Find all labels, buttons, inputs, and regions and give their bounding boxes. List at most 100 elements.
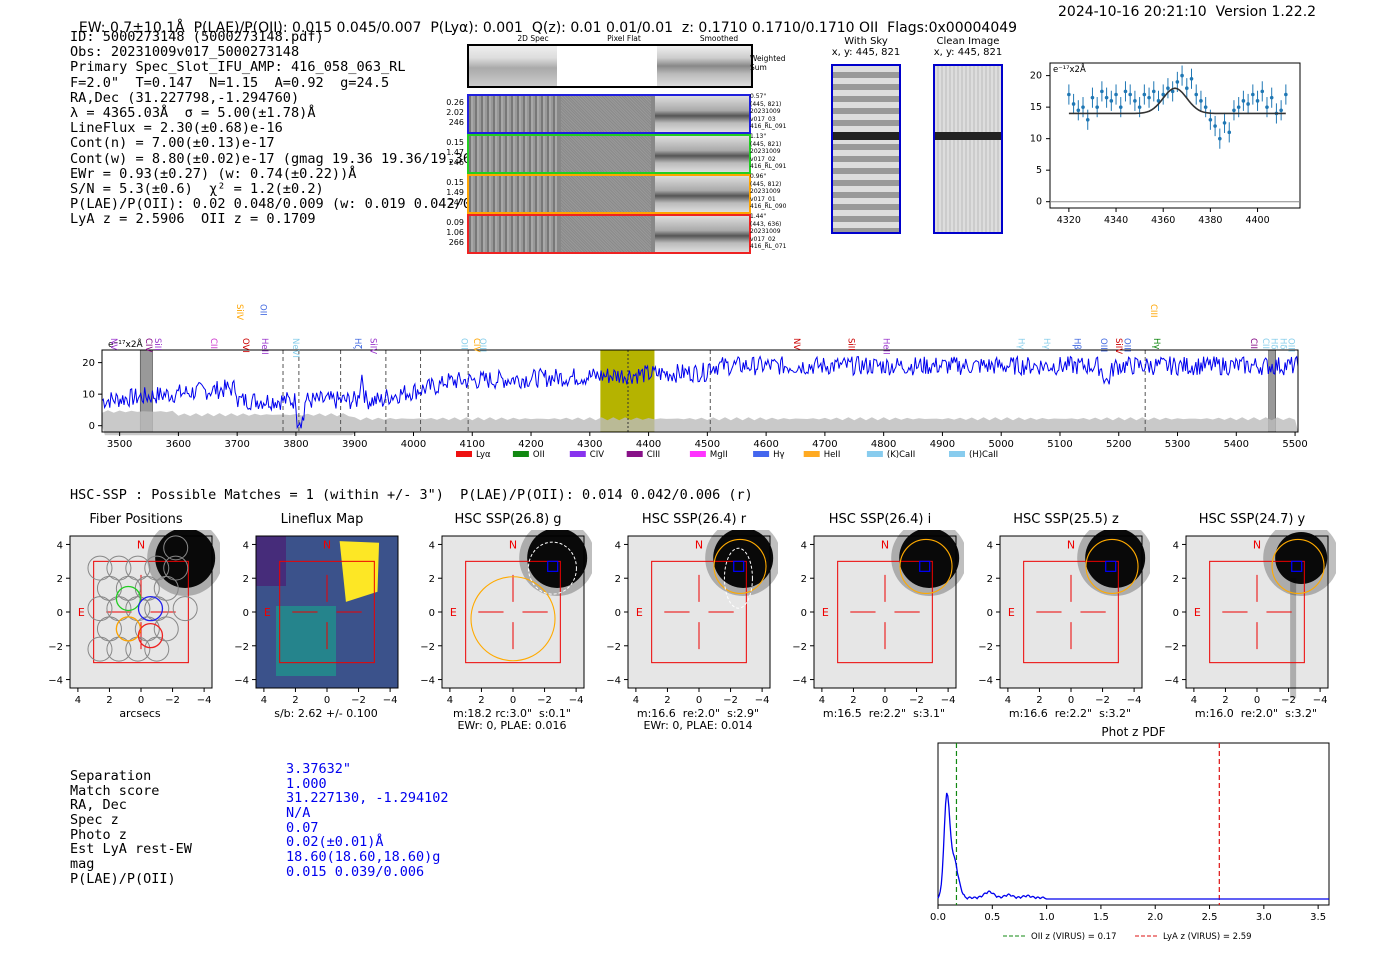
spectrum-xtick-label: 4400: [636, 439, 661, 450]
panel-ytick-label: −4: [606, 676, 621, 687]
legend-swatch: [866, 451, 883, 457]
panel-xtick-label: −4: [569, 695, 584, 706]
panel-footer-line: arcsecs: [119, 707, 161, 720]
spectrum-line-label: CII: [1248, 338, 1258, 349]
spectrum-line-label: Hγ: [1015, 338, 1025, 349]
fiber-highlight: [137, 595, 164, 622]
match-box: [1291, 560, 1303, 572]
aperture-box: [651, 560, 747, 664]
spectrum-ytick-label: 0: [89, 421, 95, 432]
fiber-circle: [87, 596, 113, 622]
panel-title: HSC SSP(25.5) z: [1013, 512, 1119, 527]
zoom-point: [1265, 105, 1269, 109]
cutout-image: [657, 46, 751, 86]
east-marker: E: [1008, 606, 1015, 619]
match-box: [919, 560, 931, 572]
east-marker: E: [450, 606, 457, 619]
legend-swatch: [456, 451, 472, 457]
cutout-2d-spec: [469, 176, 557, 212]
match-value: 0.07: [286, 819, 319, 836]
info-line: Primary Spec_Slot_IFU_AMP: 416_058_063_R…: [70, 59, 406, 76]
spectrum-xtick-label: 3700: [224, 439, 249, 450]
match-value: 18.60(18.60,18.60)g: [286, 849, 441, 866]
sky-panels: With Sky x, y: 445, 821 Clean Image x, y: 4…: [826, 36, 1006, 241]
zoom-point: [1076, 108, 1081, 113]
spectrum-xtick-label: 5100: [1047, 439, 1072, 450]
zoom-point: [1090, 95, 1095, 100]
cutout-row-meta: 416_RL_091: [750, 123, 787, 131]
sky-panel-coords: x, y: 445, 821: [831, 47, 901, 58]
panel-ytick-label: 4: [1173, 540, 1179, 551]
fiber-circle: [153, 616, 179, 642]
panel-ytick-label: 2: [429, 574, 435, 585]
cutout-row-value: 246: [448, 158, 464, 167]
zoom-point: [1118, 105, 1123, 109]
cutout-row-value: 247: [448, 198, 464, 207]
bright-source: [713, 530, 774, 588]
bright-source-halo: [891, 530, 964, 596]
spectrum-ylabel: e⁻¹⁷x2Å: [108, 338, 144, 350]
spectrum-line-label: CII: [1260, 338, 1270, 349]
zoom-point: [1137, 105, 1142, 109]
aperture-box: [465, 560, 561, 664]
info-line: ID: 5000273148 (5000273148.pdf): [70, 29, 324, 45]
cutout-row-meta: v017_03: [750, 115, 776, 123]
aperture-box: [837, 560, 933, 664]
zoom-point: [1161, 92, 1166, 97]
panel-title: Fiber Positions: [89, 512, 183, 527]
cutout-row-right: 1.13" (445, 821) 20231009 v017_02 416_RL_091: [750, 133, 786, 171]
bright-source: [899, 530, 960, 588]
zoom-point: [1142, 92, 1147, 97]
cutout-row: [467, 214, 751, 254]
panel-ytick-label: 2: [1173, 574, 1179, 585]
cutout-row-meta: v017_02: [750, 155, 776, 163]
panel-ytick-label: 2: [615, 574, 621, 585]
spectrum-line-label: CIV: [471, 338, 481, 352]
aperture-ellipse: [527, 541, 577, 595]
aperture-box: [1209, 560, 1305, 664]
zoom-point: [1236, 105, 1241, 109]
cutout-smoothed: [655, 216, 749, 252]
cutout-row-value: 0.09: [446, 218, 464, 227]
north-marker: N: [695, 538, 703, 551]
spectrum-line-label: OIII: [477, 338, 487, 352]
match-value: 1.000: [286, 775, 327, 792]
panel-xtick-label: 0: [1254, 695, 1260, 706]
photz-xtick-label: 0.0: [930, 912, 946, 923]
zoom-point: [1269, 95, 1274, 100]
spectrum-xtick-label: 4500: [695, 439, 720, 450]
cutout-row-meta: 20231009: [750, 148, 781, 156]
spectrum-trace: [101, 354, 1299, 430]
panel-ytick-label: 4: [987, 540, 993, 551]
east-marker: E: [1194, 606, 1201, 619]
image-panel: 4 −4 2 −2 0 0 −2 2 −4 4 N E: [420, 530, 592, 706]
photz-frame: [937, 742, 1330, 906]
bright-source-halo: [147, 530, 220, 596]
zoom-model-fit: [1068, 87, 1286, 115]
panel-xtick-label: −4: [197, 695, 212, 706]
zoom-point: [1085, 117, 1090, 122]
zoom-point: [1194, 92, 1199, 97]
panel-xtick-label: −4: [755, 695, 770, 706]
spectrum-frame: [101, 349, 1299, 433]
legend-label: MgII: [710, 450, 728, 460]
panel-title: Lineflux Map: [280, 512, 364, 527]
spectrum-line-label: SiII: [152, 338, 162, 351]
match-value: 0.015 0.039/0.006: [286, 863, 425, 880]
zoom-point: [1199, 99, 1203, 103]
panel-xtick-label: 0: [882, 695, 888, 706]
panel-ytick-label: 0: [987, 608, 993, 619]
spectrum-line-label: SiIV: [368, 338, 378, 354]
spectrum-line-label: CIII: [1148, 304, 1158, 317]
panel-xtick-label: 0: [138, 695, 144, 706]
info-line: S/N = 5.3(±0.6) χ² = 1.2(±0.2): [70, 180, 324, 197]
cutout-row: [467, 94, 751, 134]
aperture-ellipse: [723, 547, 753, 609]
panel-title: HSC SSP(26.4) i: [828, 512, 932, 527]
panel-title: HSC SSP(26.8) g: [454, 512, 562, 527]
photz-xtick-label: 1.0: [1039, 912, 1055, 923]
spectrum-line-label: SiII: [845, 338, 855, 351]
info-line: λ = 4365.03Å σ = 5.00(±1.78)Å: [70, 104, 316, 121]
panel-xtick-label: 4: [447, 695, 453, 706]
panel-footer-line: EWr: 0, PLAE: 0.014: [643, 719, 753, 732]
